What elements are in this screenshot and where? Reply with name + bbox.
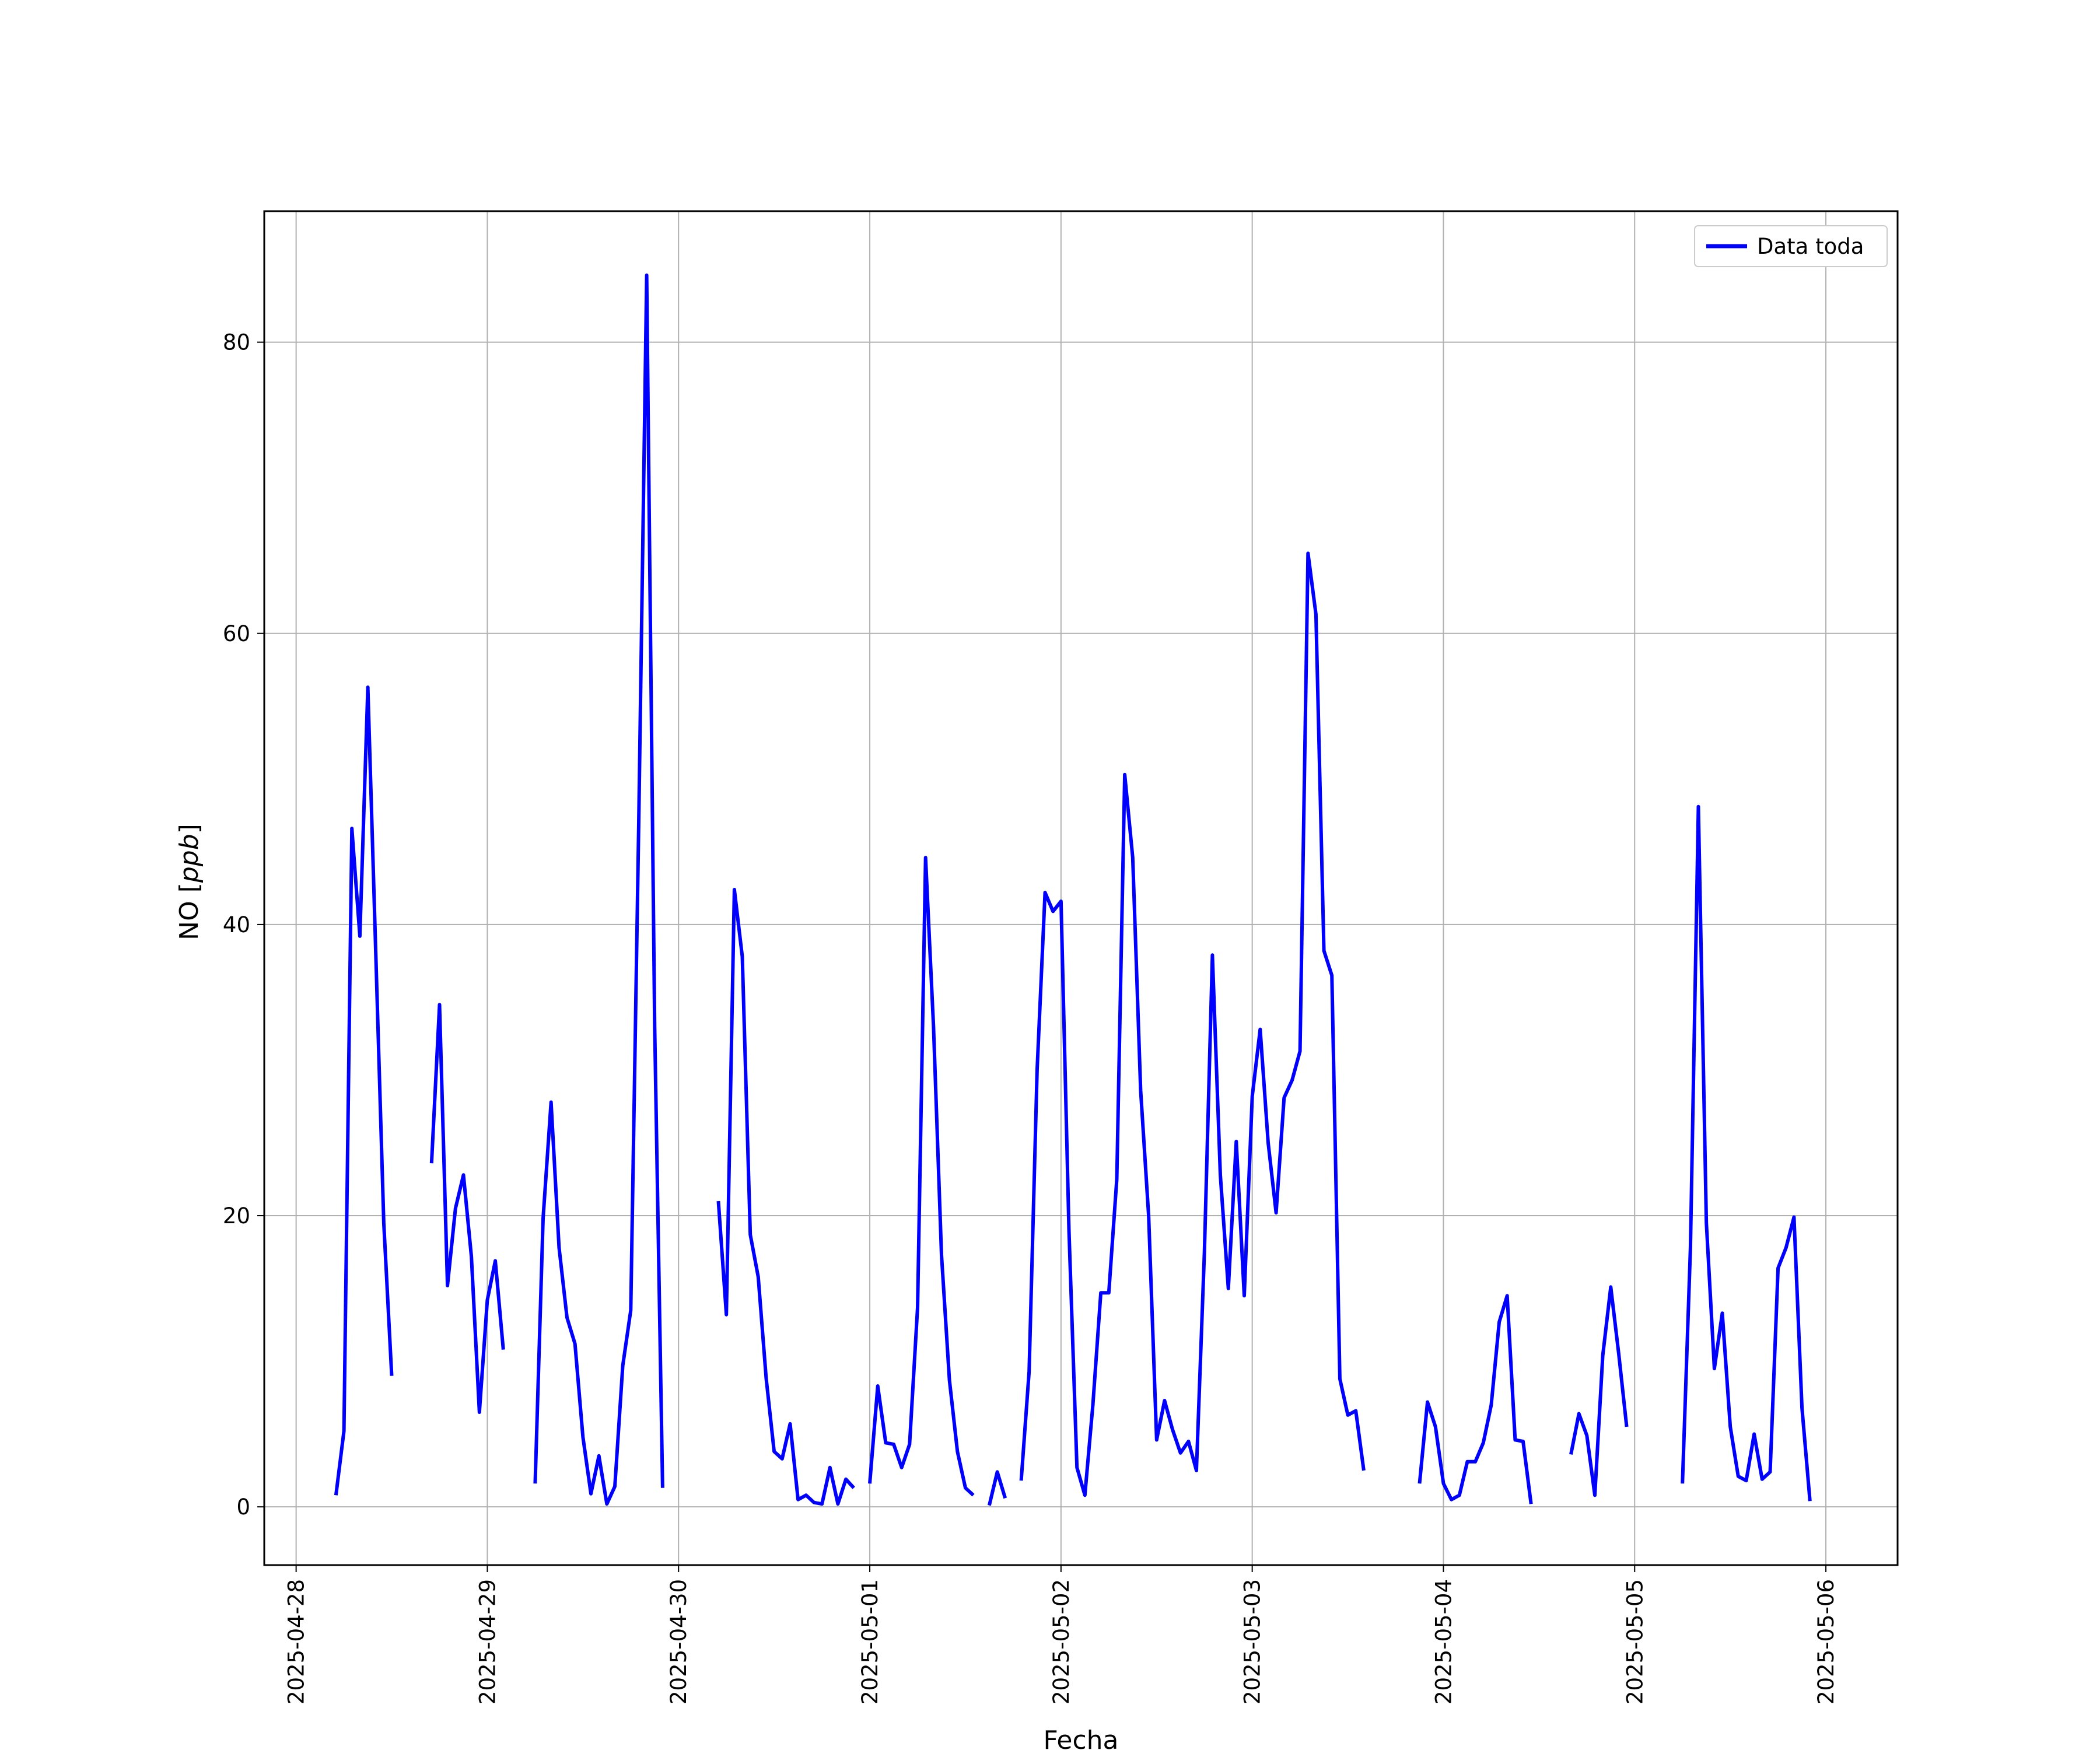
legend-label: Data toda bbox=[1757, 234, 1864, 259]
y-tick-label: 0 bbox=[236, 1494, 250, 1520]
x-tick-label: 2025-04-30 bbox=[666, 1579, 691, 1704]
legend-box bbox=[1694, 225, 1888, 267]
plot-frame bbox=[263, 210, 1899, 1566]
y-tick-label: 20 bbox=[223, 1203, 250, 1228]
x-tick-label: 2025-05-05 bbox=[1622, 1579, 1647, 1704]
series-line-segment bbox=[533, 273, 664, 1506]
y-axis-title-species: NO bbox=[174, 901, 204, 940]
y-tick-label: 40 bbox=[223, 912, 250, 937]
x-tick-label: 2025-05-04 bbox=[1431, 1579, 1456, 1704]
series-line-segment bbox=[716, 888, 855, 1506]
x-tick-label: 2025-05-06 bbox=[1814, 1579, 1839, 1704]
legend: Data toda bbox=[1694, 225, 1888, 267]
x-tick-label: 2025-05-03 bbox=[1240, 1579, 1265, 1704]
series-line-segment bbox=[868, 856, 975, 1497]
y-axis-title-unit: ppb bbox=[174, 834, 204, 883]
series-line-segment bbox=[334, 685, 394, 1496]
x-axis-title: Fecha bbox=[1043, 1726, 1118, 1750]
grid bbox=[264, 211, 1898, 1565]
y-tick-label: 60 bbox=[223, 621, 250, 646]
series-layer bbox=[334, 273, 1812, 1506]
y-axis-title-close-bracket: ] bbox=[174, 824, 204, 834]
series-line-segment bbox=[1569, 1285, 1629, 1497]
series-line-segment bbox=[1418, 1294, 1533, 1504]
x-tick-label: 2025-05-01 bbox=[858, 1579, 883, 1704]
x-tick-label: 2025-04-29 bbox=[475, 1579, 500, 1704]
y-axis-title-open-bracket: [ bbox=[174, 883, 204, 901]
series-line-segment bbox=[429, 1003, 505, 1414]
x-axis: 2025-04-28 2025-04-29 2025-04-30 2025-05-01… bbox=[284, 1565, 1839, 1704]
series-line-segment bbox=[1681, 804, 1812, 1502]
y-axis-title: NO [ppb] bbox=[174, 824, 204, 940]
y-axis: 0 20 40 60 80 bbox=[223, 330, 264, 1520]
x-tick-label: 2025-05-02 bbox=[1049, 1579, 1074, 1704]
series-line-segment bbox=[987, 1470, 1007, 1506]
x-tick-label: 2025-04-28 bbox=[284, 1579, 309, 1704]
y-tick-label: 80 bbox=[223, 330, 250, 355]
series-line-segment bbox=[1019, 551, 1366, 1497]
